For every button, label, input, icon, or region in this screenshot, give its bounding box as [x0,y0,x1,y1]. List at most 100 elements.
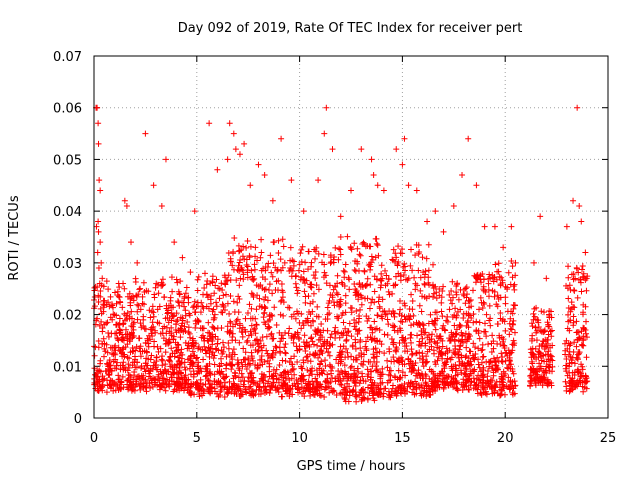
data-point [254,341,261,348]
data-point [563,362,570,369]
data-point [111,350,118,357]
data-point [355,296,362,303]
data-point [351,379,358,386]
data-point [282,349,289,356]
data-point [494,303,501,310]
data-point [167,294,174,301]
data-point [208,384,215,391]
data-point [474,386,481,393]
data-point [178,359,185,366]
data-point [439,379,446,386]
data-point [302,347,309,354]
data-point [422,379,429,386]
data-point [465,135,472,142]
data-point [324,327,331,334]
data-point [463,338,470,345]
data-point [405,355,412,362]
data-point [239,333,246,340]
x-tick-label: 25 [600,431,617,446]
data-point [450,202,457,209]
data-point [249,391,256,398]
data-point [509,274,516,281]
data-point [368,336,375,343]
data-point [344,373,351,380]
data-point [200,305,207,312]
data-point [545,356,552,363]
data-point [441,362,448,369]
data-point [249,315,256,322]
data-point [275,237,282,244]
data-point [478,299,485,306]
data-point [398,312,405,319]
data-point [352,268,359,275]
data-point [146,380,153,387]
data-point [354,365,361,372]
data-point [482,380,489,387]
data-point [545,331,552,338]
data-point [483,358,490,365]
data-point [408,322,415,329]
data-point [438,308,445,315]
data-point [408,246,415,253]
data-point [103,368,110,375]
data-point [348,353,355,360]
data-point [429,331,436,338]
data-point [193,384,200,391]
data-point [507,361,514,368]
data-point [96,322,103,329]
data-point [306,351,313,358]
data-point [379,296,386,303]
data-point [291,353,298,360]
data-point [370,346,377,353]
data-point [234,316,241,323]
data-point [377,386,384,393]
data-point [490,345,497,352]
data-point [346,276,353,283]
data-point [392,281,399,288]
data-point [151,294,158,301]
data-point [275,287,282,294]
data-point [432,361,439,368]
data-point [389,385,396,392]
data-point [185,294,192,301]
data-point [299,365,306,372]
data-point [315,177,322,184]
data-point [232,146,239,153]
data-point [390,308,397,315]
data-point [266,363,273,370]
data-point [538,308,545,315]
data-point [313,313,320,320]
data-point [468,314,475,321]
data-point [371,380,378,387]
data-point [391,358,398,365]
data-point [124,354,131,361]
data-point [340,386,347,393]
data-point [493,276,500,283]
data-point [272,349,279,356]
data-point [543,275,550,282]
data-point [169,313,176,320]
data-point [563,223,570,230]
data-point [414,332,421,339]
data-point [189,340,196,347]
data-point [99,328,106,335]
data-point [491,389,498,396]
data-point [387,376,394,383]
data-point [168,361,175,368]
data-point [250,326,257,333]
data-point [504,364,511,371]
data-point [549,342,556,349]
data-point [211,311,218,318]
data-point [536,360,543,367]
data-point [401,313,408,320]
data-point [140,313,147,320]
data-point [378,277,385,284]
data-point [120,320,127,327]
data-point [324,304,331,311]
data-point [494,268,501,275]
data-point [501,343,508,350]
data-point [463,284,470,291]
data-point [133,292,140,299]
data-point [541,327,548,334]
data-point [150,182,157,189]
